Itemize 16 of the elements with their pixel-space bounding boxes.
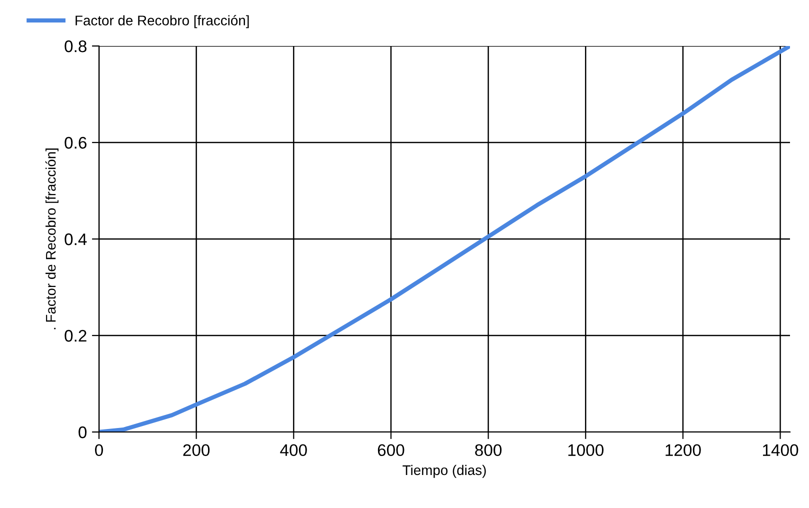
- y-tick-label: 0: [78, 426, 87, 438]
- x-tick-label: 1000: [568, 444, 604, 456]
- x-tick-label: 1200: [666, 444, 701, 456]
- y-tick-label: 0.6: [64, 136, 86, 149]
- x-tick-label: 400: [280, 444, 307, 456]
- y-tick-label: 0.2: [64, 330, 86, 342]
- y-tick-label: 0.8: [64, 40, 86, 52]
- legend-label: Factor de Recobro [fracción]: [76, 15, 249, 28]
- x-tick-label: 1400: [763, 444, 798, 456]
- y-tick-label: 0.4: [64, 233, 87, 246]
- x-axis-title: Tiempo (dias): [402, 464, 486, 478]
- y-axis-title: . Factor de Recobro [fracción]: [45, 148, 58, 330]
- x-tick-label: 800: [475, 444, 502, 456]
- x-tick-label: 600: [378, 444, 404, 456]
- x-tick-label: 0: [95, 444, 103, 456]
- x-tick-label: 200: [183, 444, 210, 456]
